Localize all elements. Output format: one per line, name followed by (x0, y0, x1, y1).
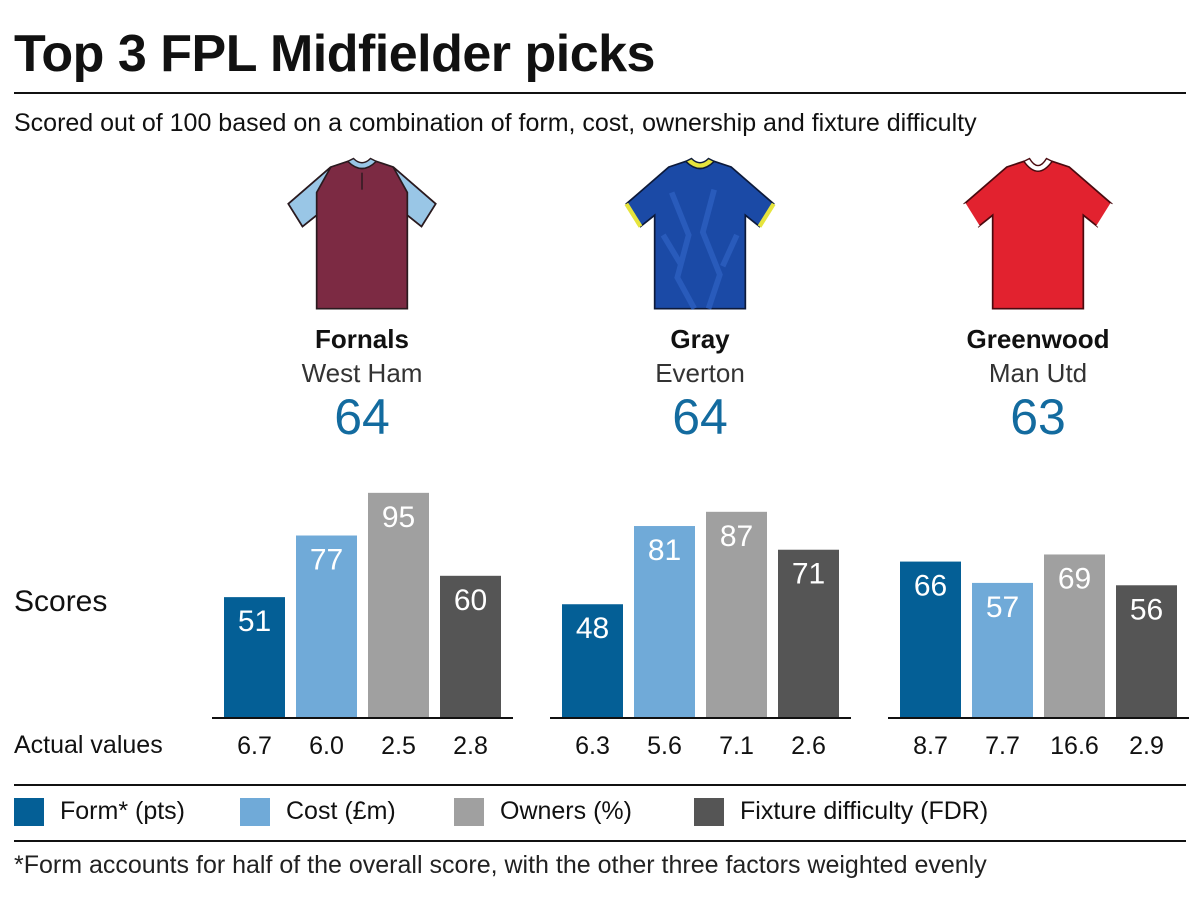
bar-gray-fixture (778, 549, 839, 718)
actual-value-label: 6.7 (237, 732, 272, 760)
bar-fornals-fixture (440, 575, 501, 718)
bar-gray-cost (634, 526, 695, 718)
actual-value-label: 6.0 (309, 732, 344, 760)
bar-fornals-form (224, 597, 285, 718)
bar-value-label: 77 (310, 544, 343, 577)
legend-swatch-form (14, 798, 44, 826)
legend-label: Form* (pts) (60, 797, 185, 825)
man-utd-shirt-icon (963, 157, 1113, 310)
actual-value-label: 16.6 (1050, 732, 1099, 760)
bar-fornals-owners (368, 492, 429, 718)
bar-fornals-cost (296, 535, 357, 718)
actual-value-label: 8.7 (913, 732, 948, 760)
legend-label: Cost (£m) (286, 797, 396, 825)
bar-value-label: 56 (1130, 593, 1163, 626)
footnote: *Form accounts for half of the overall s… (14, 851, 987, 879)
west-ham-shirt-icon (287, 157, 437, 310)
actual-value-label: 2.6 (791, 732, 826, 760)
actual-value-label: 7.7 (985, 732, 1020, 760)
bar-gray-form (562, 604, 623, 718)
bar-greenwood-fixture (1116, 585, 1177, 718)
bar-value-label: 48 (576, 612, 609, 645)
player-overall-score: 63 (1010, 389, 1066, 445)
bar-greenwood-cost (972, 582, 1033, 718)
scores-row-label: Scores (14, 585, 108, 618)
player-name: Greenwood (966, 324, 1110, 354)
player-name: Gray (670, 324, 730, 354)
bar-value-label: 69 (1058, 562, 1091, 595)
actual-value-label: 6.3 (575, 732, 610, 760)
player-team: Everton (655, 358, 745, 388)
player-team: West Ham (301, 358, 423, 388)
player-overall-score: 64 (334, 389, 390, 445)
scores-bar-chart: 51 6.7 77 6.0 95 2.5 60 2.8 48 6.3 81 5.6 87 7.1 71 2.6… (212, 492, 1189, 760)
actual-value-label: 2.5 (381, 732, 416, 760)
bar-gray-owners (706, 511, 767, 718)
bar-greenwood-form (900, 561, 961, 718)
player-card-gray: Gray Everton 64 (580, 150, 820, 444)
subtitle: Scored out of 100 based on a combination… (14, 109, 977, 137)
actual-value-label: 2.8 (453, 732, 488, 760)
bar-value-label: 66 (914, 570, 947, 603)
actual-value-label: 5.6 (647, 732, 682, 760)
page-title: Top 3 FPL Midfielder picks (14, 25, 655, 83)
legend-swatch-fixture (694, 798, 724, 826)
player-card-greenwood: Greenwood Man Utd 63 (918, 150, 1158, 444)
actual-values-row-label: Actual values (14, 731, 163, 759)
player-name: Fornals (315, 324, 409, 354)
bar-value-label: 57 (986, 591, 1019, 624)
player-card-fornals: Fornals West Ham 64 (242, 150, 482, 444)
actual-value-label: 2.9 (1129, 732, 1164, 760)
bar-value-label: 81 (648, 534, 681, 567)
bar-greenwood-owners (1044, 554, 1105, 718)
legend-swatch-cost (240, 798, 270, 826)
bar-value-label: 71 (792, 558, 825, 591)
player-team: Man Utd (988, 358, 1088, 388)
footnote-rule (14, 840, 1186, 842)
actual-value-label: 7.1 (719, 732, 754, 760)
bar-value-label: 95 (382, 501, 415, 534)
title-rule (14, 92, 1186, 94)
player-overall-score: 64 (672, 389, 728, 445)
bar-value-label: 51 (238, 605, 271, 638)
legend-label: Fixture difficulty (FDR) (740, 797, 989, 825)
legend-label: Owners (%) (500, 797, 632, 825)
legend-swatch-owners (454, 798, 484, 826)
legend-top-rule (14, 784, 1186, 786)
everton-shirt-icon (624, 157, 776, 311)
bar-value-label: 60 (454, 584, 487, 617)
bar-value-label: 87 (720, 520, 753, 553)
